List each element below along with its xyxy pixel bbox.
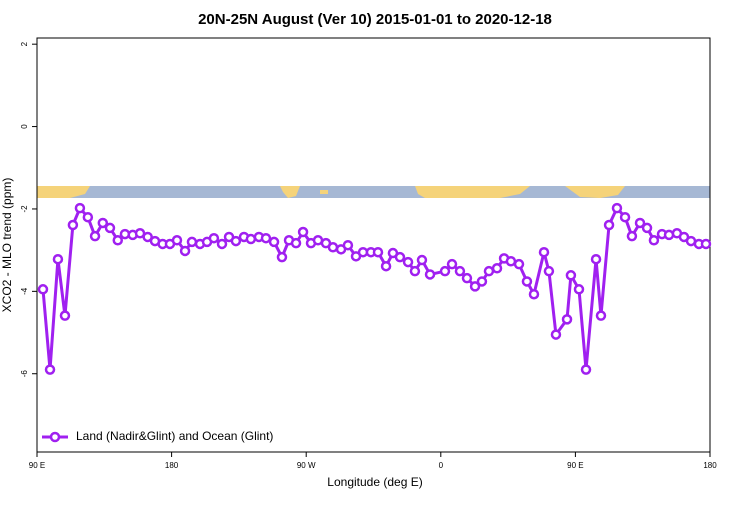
data-point: [74, 202, 86, 214]
data-point: [342, 239, 354, 251]
data-point: [538, 246, 550, 258]
data-point: [521, 276, 533, 287]
chart-title: 20N-25N August (Ver 10) 2015-01-01 to 20…: [198, 11, 552, 28]
data-point: [573, 284, 585, 295]
data-point: [491, 263, 503, 274]
data-point: [700, 238, 712, 250]
x-tick-label: 0: [439, 461, 444, 470]
data-point: [142, 231, 153, 243]
data-point: [416, 254, 428, 266]
data-point: [380, 260, 392, 272]
data-point: [461, 272, 473, 284]
data-point: [297, 226, 309, 238]
data-point: [409, 265, 421, 277]
data-point: [641, 222, 653, 234]
data-point: [603, 219, 615, 231]
data-point: [561, 314, 573, 325]
legend-label: Land (Nadir&Glint) and Ocean (Glint): [76, 429, 273, 443]
data-point: [550, 329, 562, 340]
data-point: [648, 235, 660, 246]
data-point: [290, 237, 302, 249]
data-point: [52, 253, 64, 265]
data-point: [580, 364, 592, 375]
data-point: [469, 281, 481, 292]
data-point: [394, 251, 406, 263]
data-point: [59, 310, 71, 321]
data-point: [216, 238, 228, 250]
x-tick-label: 90 E: [29, 461, 45, 470]
data-point: [327, 242, 339, 253]
data-point: [543, 265, 555, 277]
data-point: [245, 233, 257, 245]
legend-marker: [49, 431, 61, 443]
data-point: [528, 288, 540, 300]
plot-frame: [36, 37, 711, 453]
data-point: [446, 258, 458, 270]
data-point: [37, 284, 49, 295]
x-tick-label: 180: [165, 461, 179, 470]
data-point: [97, 217, 109, 229]
data-point: [476, 276, 488, 287]
data-point: [276, 251, 288, 263]
data-point: [483, 265, 495, 277]
data-point: [402, 256, 414, 268]
data-point: [179, 245, 191, 257]
y-tick-label: -4: [20, 287, 29, 295]
y-tick-label: 0: [20, 124, 29, 129]
y-tick-label: 2: [20, 41, 29, 46]
data-point: [663, 229, 675, 241]
data-point: [611, 202, 623, 214]
y-tick-label: -6: [20, 370, 29, 378]
data-point: [260, 232, 272, 244]
data-point: [424, 269, 436, 280]
data-point: [89, 230, 101, 242]
data-point: [439, 265, 451, 277]
data-point: [590, 253, 602, 265]
y-axis-label: XCO2 - MLO trend (ppm): [0, 178, 14, 313]
data-point: [112, 235, 124, 246]
data-point: [186, 236, 198, 248]
data-point: [230, 235, 242, 247]
data-point: [565, 270, 577, 281]
data-point: [104, 222, 116, 234]
data-point: [454, 265, 466, 277]
y-tick-label: -2: [20, 205, 29, 213]
data-point: [595, 310, 607, 321]
x-axis-label: Longitude (deg E): [327, 475, 422, 489]
map-strip: [37, 186, 710, 198]
x-tick-label: 90 W: [297, 461, 316, 470]
data-point: [626, 230, 638, 242]
data-point: [268, 236, 280, 248]
data-point: [634, 217, 646, 229]
data-point: [513, 258, 525, 270]
data-point: [82, 211, 94, 223]
legend: Land (Nadir&Glint) and Ocean (Glint): [42, 429, 273, 443]
data-point: [372, 246, 384, 258]
data-point: [67, 219, 79, 231]
x-tick-label: 180: [703, 461, 717, 470]
data-point: [44, 364, 56, 375]
x-tick-label: 90 E: [567, 461, 583, 470]
data-point: [171, 235, 183, 246]
data-point: [619, 211, 631, 223]
data-point: [505, 256, 517, 267]
data-point: [208, 232, 220, 244]
